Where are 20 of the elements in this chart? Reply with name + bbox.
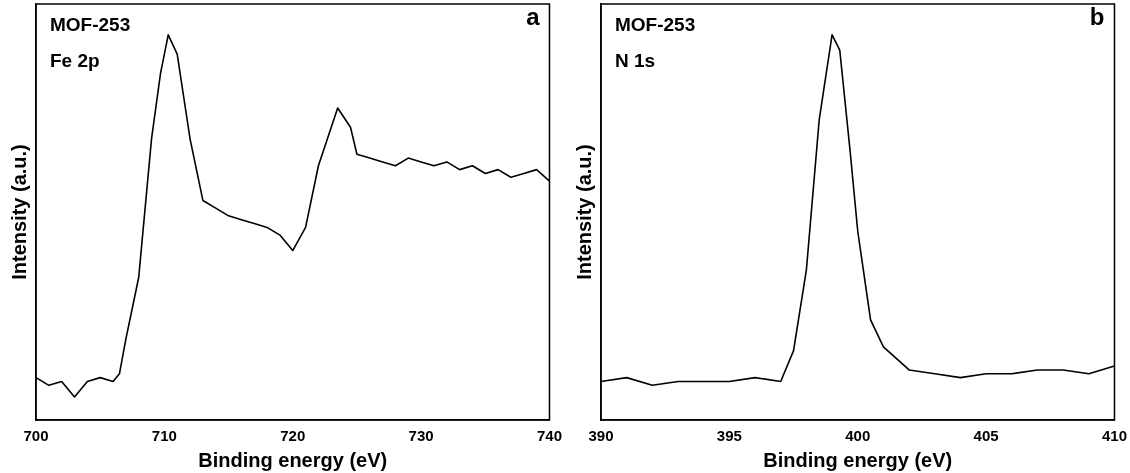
x-tick-label: 395 [716,427,742,445]
annotation: N 1s [615,49,656,71]
text: b [1089,2,1105,30]
text: MOF-253 [50,13,131,35]
x-tick-label: 740 [536,427,562,445]
x-tick-label: 710 [151,427,177,445]
x-tick-label: 390 [588,427,614,445]
x-tick-label: 410 [1101,427,1127,445]
text: a [526,2,541,30]
x-axis-title: Binding energy (eV) [763,448,953,471]
x-tick-label: 405 [973,427,999,445]
y-axis-title: Intensity (a.u.) [7,144,30,280]
x-axis-title: Binding energy (eV) [198,448,388,471]
y-axis-title: Intensity (a.u.) [572,144,595,280]
x-tick-label: 400 [845,427,871,445]
x-tick-label: 720 [280,427,306,445]
x-tick-label: 700 [23,427,49,445]
text: MOF-253 [615,13,696,35]
annotation: Fe 2p [50,49,100,71]
x-tick-label: 730 [408,427,434,445]
